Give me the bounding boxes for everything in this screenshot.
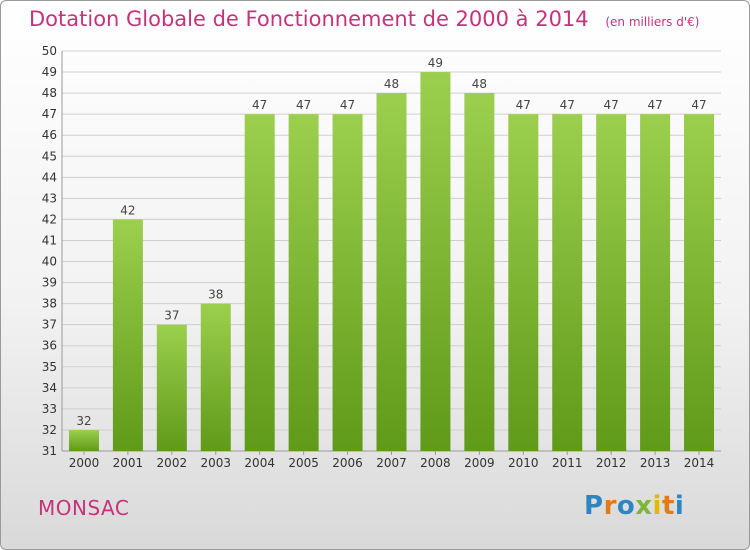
data-label-2002: 37 bbox=[164, 309, 179, 323]
y-tick-label: 43 bbox=[42, 191, 57, 205]
y-tick-label: 49 bbox=[42, 65, 57, 79]
bar-2014 bbox=[684, 114, 715, 451]
y-tick-label: 42 bbox=[42, 212, 57, 226]
x-tick-label-2008: 2008 bbox=[420, 456, 451, 470]
y-tick-label: 31 bbox=[42, 444, 57, 458]
bar-2006 bbox=[332, 114, 363, 451]
x-tick-label-2012: 2012 bbox=[596, 456, 627, 470]
y-tick-label: 35 bbox=[42, 360, 57, 374]
y-tick-label: 47 bbox=[42, 107, 57, 121]
bar-2002 bbox=[156, 324, 187, 451]
x-tick-label-2004: 2004 bbox=[244, 456, 275, 470]
chart-title: Dotation Globale de Fonctionnement de 20… bbox=[29, 7, 699, 31]
bar-2009 bbox=[464, 93, 495, 452]
y-tick-label: 40 bbox=[42, 255, 57, 269]
y-tick-label: 46 bbox=[42, 128, 57, 142]
x-tick-label-2011: 2011 bbox=[552, 456, 583, 470]
y-tick-label: 50 bbox=[42, 44, 57, 58]
chart-unit-note: (en milliers d'€) bbox=[605, 15, 700, 29]
bars bbox=[68, 72, 715, 452]
data-label-2010: 47 bbox=[516, 98, 531, 112]
bar-2000 bbox=[68, 429, 99, 451]
x-tick-label-2009: 2009 bbox=[464, 456, 495, 470]
data-label-2000: 32 bbox=[76, 414, 91, 428]
x-tick-label-2005: 2005 bbox=[288, 456, 319, 470]
bar-2004 bbox=[244, 114, 275, 451]
y-tick-label: 38 bbox=[42, 297, 57, 311]
commune-name: MONSAC bbox=[38, 496, 130, 520]
bar-2008 bbox=[420, 72, 451, 451]
x-tick-label-2002: 2002 bbox=[157, 456, 188, 470]
bar-2001 bbox=[112, 219, 143, 451]
data-label-2012: 47 bbox=[604, 98, 619, 112]
data-label-2003: 38 bbox=[208, 288, 223, 302]
y-tick-label: 48 bbox=[42, 86, 57, 100]
y-tick-label: 45 bbox=[42, 149, 57, 163]
y-tick-label: 44 bbox=[42, 170, 57, 184]
data-label-2006: 47 bbox=[340, 98, 355, 112]
data-label-2013: 47 bbox=[647, 98, 662, 112]
x-tick-label-2014: 2014 bbox=[684, 456, 715, 470]
proxiti-logo[interactable]: Proxiti bbox=[584, 491, 685, 521]
data-label-2001: 42 bbox=[120, 203, 135, 217]
bar-2007 bbox=[376, 93, 407, 452]
chart-title-text: Dotation Globale de Fonctionnement de 20… bbox=[29, 7, 589, 31]
y-tick-label: 36 bbox=[42, 339, 57, 353]
y-tick-label: 39 bbox=[42, 276, 57, 290]
x-tick-label-2010: 2010 bbox=[508, 456, 539, 470]
data-label-2005: 47 bbox=[296, 98, 311, 112]
x-tick-label-2007: 2007 bbox=[376, 456, 407, 470]
bar-2005 bbox=[288, 114, 319, 451]
data-label-2007: 48 bbox=[384, 77, 399, 91]
x-tick-label-2001: 2001 bbox=[113, 456, 144, 470]
y-tick-label: 34 bbox=[42, 381, 57, 395]
y-tick-label: 37 bbox=[42, 318, 57, 332]
y-tick-label: 33 bbox=[42, 402, 57, 416]
data-label-2009: 48 bbox=[472, 77, 487, 91]
x-tick-label-2003: 2003 bbox=[200, 456, 231, 470]
bar-2011 bbox=[552, 114, 583, 451]
data-label-2008: 49 bbox=[428, 56, 443, 70]
x-tick-label-2013: 2013 bbox=[640, 456, 671, 470]
x-tick-label-2006: 2006 bbox=[332, 456, 363, 470]
x-tick-label-2000: 2000 bbox=[69, 456, 100, 470]
data-label-2014: 47 bbox=[691, 98, 706, 112]
bar-2010 bbox=[508, 114, 539, 451]
labels: 31 32 33 34 35 36 37 38 39 40 41 42 43 44 45 46 47 48 49 50… bbox=[42, 44, 715, 470]
bar-2003 bbox=[200, 303, 231, 451]
data-label-2011: 47 bbox=[560, 98, 575, 112]
y-tick-label: 41 bbox=[42, 233, 57, 247]
data-label-2004: 47 bbox=[252, 98, 267, 112]
bar-2012 bbox=[596, 114, 627, 451]
bar-2013 bbox=[640, 114, 671, 451]
y-tick-label: 32 bbox=[42, 423, 57, 437]
